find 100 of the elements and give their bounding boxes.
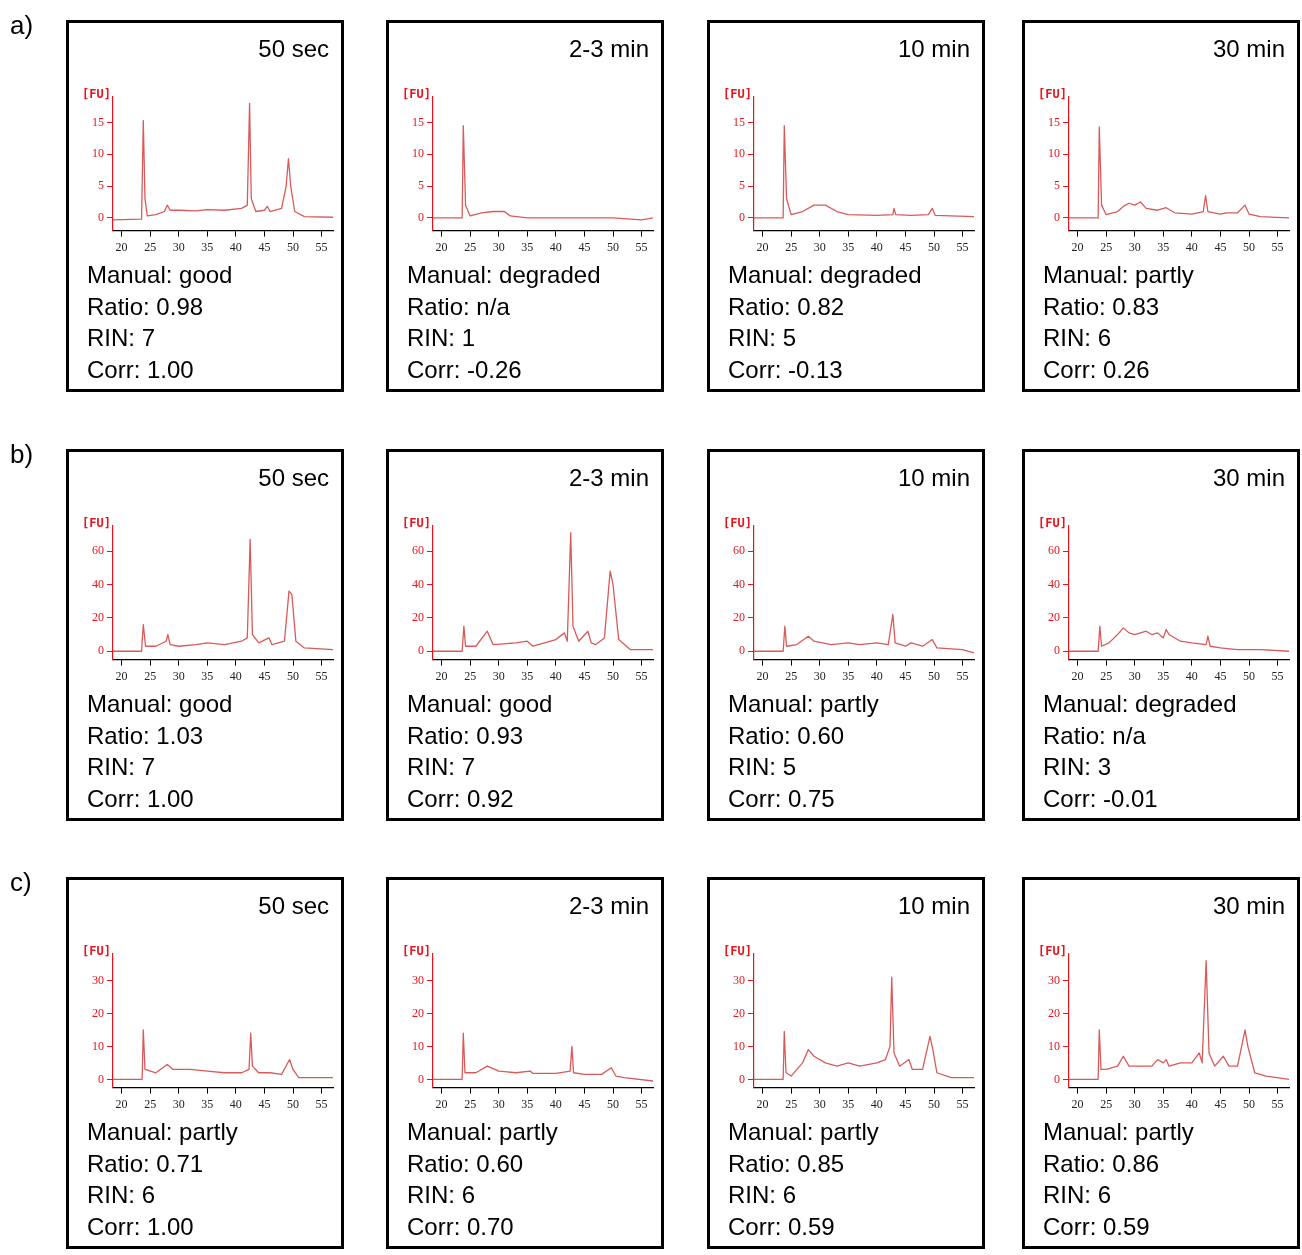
y-tick-label: 30 — [1048, 972, 1060, 987]
x-tick-label: 55 — [956, 668, 969, 683]
chart-title: 2-3 min — [568, 892, 649, 920]
x-tick-label: 45 — [899, 668, 912, 683]
y-tick-label: 60 — [733, 543, 745, 558]
x-tick-label: 35 — [521, 668, 534, 683]
x-tick-label: 45 — [899, 1096, 912, 1111]
x-tick-label: 25 — [1100, 668, 1113, 683]
x-tick-label: 25 — [144, 668, 157, 683]
x-tick-label: 20 — [115, 239, 128, 254]
y-tick-label: 5 — [418, 178, 424, 193]
x-tick-label: 35 — [842, 668, 855, 683]
x-tick-label: 30 — [492, 1096, 505, 1111]
y-tick-label: 60 — [412, 543, 424, 558]
chart-title: 30 min — [1212, 892, 1285, 920]
x-tick-label: 25 — [785, 239, 798, 254]
y-tick-label: 0 — [98, 210, 104, 225]
x-tick-label: 20 — [115, 668, 128, 683]
chart-title: 10 min — [897, 35, 970, 63]
x-tick-label: 40 — [229, 239, 242, 254]
chart-title: 30 min — [1212, 35, 1285, 63]
x-tick-label: 55 — [956, 239, 969, 254]
x-tick-label: 40 — [229, 668, 242, 683]
x-tick-label: 40 — [549, 1096, 562, 1111]
chart-title: 50 sec — [258, 35, 329, 63]
x-tick-label: 30 — [492, 668, 505, 683]
text: RIN: 1 — [407, 323, 476, 353]
x-tick-label: 30 — [172, 1096, 185, 1111]
y-tick-label: 0 — [1054, 1071, 1060, 1086]
x-tick-label: 50 — [1243, 1096, 1255, 1111]
y-tick-label: 5 — [1054, 178, 1060, 193]
text: Manual: partly — [87, 1117, 238, 1147]
y-axis-title: [FU] — [402, 87, 431, 102]
x-tick-label: 20 — [756, 239, 769, 254]
y-tick-label: 15 — [733, 114, 745, 129]
y-tick-label: 40 — [733, 576, 745, 591]
x-tick-label: 30 — [813, 668, 826, 683]
text: Ratio: 0.82 — [728, 291, 846, 322]
y-tick-label: 10 — [1048, 1038, 1060, 1053]
x-tick-label: 45 — [1214, 239, 1227, 254]
text: Ratio: 0.85 — [728, 1148, 846, 1179]
text: Corr: 1.00 — [87, 783, 195, 814]
text: Manual: partly — [407, 1117, 558, 1147]
y-tick-label: 20 — [92, 1005, 104, 1020]
text: Manual: good — [87, 260, 233, 290]
y-tick-label: 0 — [739, 1071, 745, 1086]
y-tick-label: 5 — [98, 178, 104, 193]
text: Ratio: 0.98 — [87, 291, 205, 322]
x-tick-label: 35 — [521, 239, 534, 254]
text: Ratio: 0.60 — [728, 720, 846, 751]
text: Corr: -0.26 — [407, 354, 523, 385]
x-tick-label: 25 — [144, 1096, 157, 1111]
x-tick-label: 55 — [1271, 1096, 1284, 1111]
text: Manual: good — [407, 689, 553, 719]
x-tick-label: 30 — [1128, 239, 1141, 254]
chart-title: 50 sec — [258, 464, 329, 492]
y-tick-label: 40 — [412, 576, 424, 591]
x-tick-label: 50 — [287, 1096, 299, 1111]
x-tick-label: 35 — [201, 239, 214, 254]
x-tick-label: 25 — [785, 1096, 798, 1111]
chart-title: 10 min — [897, 892, 970, 920]
x-tick-label: 20 — [1071, 668, 1084, 683]
text: Ratio: 0.60 — [407, 1148, 525, 1179]
text: RIN: 5 — [728, 323, 797, 353]
y-tick-label: 40 — [92, 576, 104, 591]
y-tick-label: 10 — [1048, 146, 1060, 161]
x-tick-label: 50 — [607, 1096, 619, 1111]
y-tick-label: 15 — [92, 114, 104, 129]
y-tick-label: 30 — [92, 972, 104, 987]
x-tick-label: 55 — [635, 239, 648, 254]
x-tick-label: 50 — [287, 239, 299, 254]
x-tick-label: 45 — [1214, 668, 1227, 683]
chart-title: 50 sec — [258, 892, 329, 920]
x-tick-label: 30 — [813, 1096, 826, 1111]
y-tick-label: 20 — [92, 610, 104, 625]
text: Corr: 0.26 — [1043, 354, 1151, 385]
text: Ratio: 1.03 — [87, 720, 205, 751]
y-tick-label: 15 — [412, 114, 424, 129]
text: RIN: 7 — [407, 752, 476, 782]
chart-title: 2-3 min — [568, 464, 649, 492]
x-tick-label: 50 — [1243, 668, 1255, 683]
x-tick-label: 35 — [201, 668, 214, 683]
text: Manual: good — [87, 689, 233, 719]
x-tick-label: 20 — [435, 1096, 448, 1111]
x-tick-label: 40 — [549, 668, 562, 683]
y-axis-title: [FU] — [402, 516, 431, 531]
x-tick-label: 55 — [1271, 239, 1284, 254]
x-tick-label: 45 — [1214, 1096, 1227, 1111]
y-tick-label: 0 — [1054, 210, 1060, 225]
text: Corr: 1.00 — [87, 1211, 195, 1242]
y-tick-label: 20 — [412, 1005, 424, 1020]
x-tick-label: 35 — [1157, 668, 1170, 683]
x-tick-label: 20 — [115, 1096, 128, 1111]
text: RIN: 6 — [1043, 323, 1112, 353]
y-tick-label: 5 — [739, 178, 745, 193]
x-tick-label: 50 — [607, 668, 619, 683]
x-tick-label: 25 — [1100, 1096, 1113, 1111]
x-tick-label: 50 — [287, 668, 299, 683]
text: Corr: 1.00 — [87, 354, 195, 385]
y-tick-label: 10 — [733, 146, 745, 161]
